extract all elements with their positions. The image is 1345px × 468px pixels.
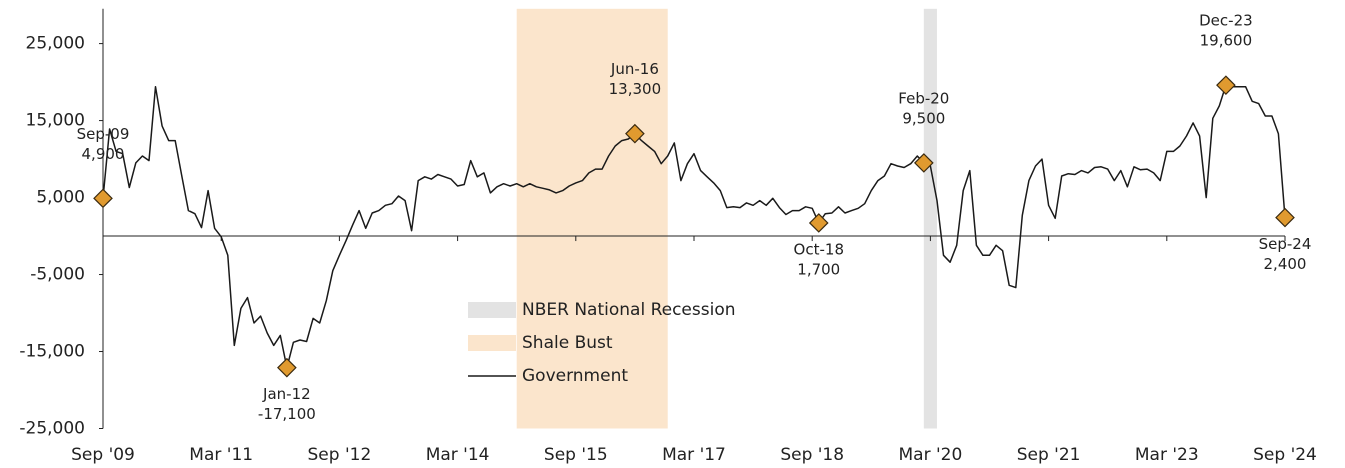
span xyxy=(516,8,668,429)
x-tick-label: Sep '24 xyxy=(1253,445,1317,465)
x-tick-label: Mar '14 xyxy=(426,445,490,465)
annotation-marker xyxy=(808,213,829,233)
y-tick-label: 15,000 xyxy=(26,111,85,131)
legend-swatch xyxy=(468,302,516,318)
annotation-date: Sep-24 xyxy=(1259,235,1312,253)
x-tick-label: Sep '09 xyxy=(71,445,135,465)
x-tick-label: Mar '17 xyxy=(662,445,726,465)
span xyxy=(923,8,937,429)
y-tick-label: -25,000 xyxy=(19,419,85,439)
plot: Sep-09 4,900 Jan-12 -17,100 Jun-16 13,300 Oct-… xyxy=(77,12,1312,424)
annotation-date: Dec-23 xyxy=(1199,12,1253,30)
y-tick-label: 5,000 xyxy=(36,188,85,208)
annotation-marker xyxy=(913,153,934,173)
y-tick-label: 25,000 xyxy=(26,34,85,54)
legend-label: NBER National Recession xyxy=(522,300,736,320)
annotation-value: 13,300 xyxy=(609,80,662,98)
x-tick-label: Sep '21 xyxy=(1017,445,1081,465)
annotation-marker xyxy=(1216,75,1236,96)
annotation-value: 19,600 xyxy=(1200,32,1253,50)
annotation-marker xyxy=(277,357,297,378)
annotation-value: -17,100 xyxy=(258,405,316,423)
x-tick-label: Mar '23 xyxy=(1135,445,1199,465)
annotation-date: Oct-18 xyxy=(794,240,844,258)
annotation-marker xyxy=(625,123,645,144)
legend: NBER National Recession Shale Bust Governm… xyxy=(468,300,736,386)
annotation-value: 2,400 xyxy=(1264,255,1307,273)
annotation-value: 9,500 xyxy=(902,109,945,127)
annotation-marker xyxy=(1275,207,1295,228)
annotation-date: Feb-20 xyxy=(898,89,949,107)
legend-swatch xyxy=(468,335,516,351)
series-line xyxy=(102,84,1286,369)
y-tick-label: -15,000 xyxy=(19,342,85,362)
x-tick-label: Sep '12 xyxy=(308,445,372,465)
annotation-value: 4,900 xyxy=(82,145,125,163)
annotation-marker xyxy=(93,188,113,209)
spans xyxy=(516,8,937,429)
y-tick-label: -5,000 xyxy=(30,265,85,285)
x-tick-label: Mar '20 xyxy=(899,445,963,465)
annotation-date: Sep-09 xyxy=(77,125,130,143)
annotation-value: 1,700 xyxy=(797,260,840,278)
annotation-date: Jan-12 xyxy=(262,385,311,403)
legend-label: Government xyxy=(522,366,628,386)
legend-label: Shale Bust xyxy=(522,333,613,353)
x-tick-label: Sep '15 xyxy=(544,445,608,465)
axes: 25,00015,0005,000-5,000-15,000-25,000Sep… xyxy=(19,8,1317,465)
x-tick-label: Sep '18 xyxy=(780,445,844,465)
x-tick-label: Mar '11 xyxy=(189,445,253,465)
annotation-date: Jun-16 xyxy=(610,60,659,78)
